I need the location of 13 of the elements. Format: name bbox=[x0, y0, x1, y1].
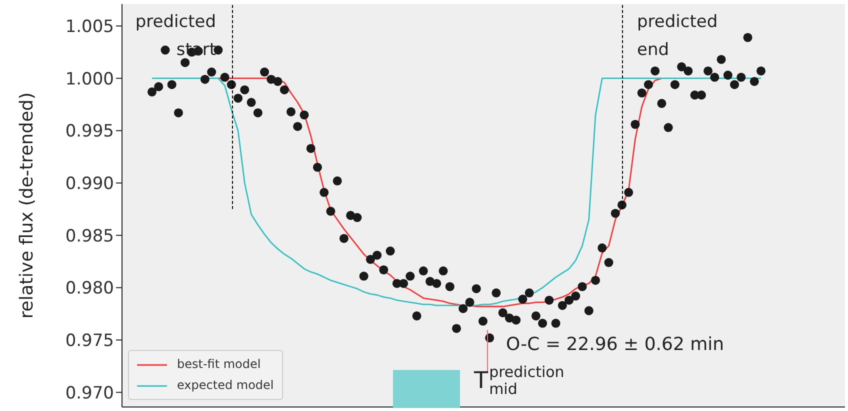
annotation: predicted end bbox=[637, 11, 718, 62]
legend-label: expected model bbox=[177, 377, 274, 394]
y-tick-label: 0.975 bbox=[65, 331, 114, 352]
y-tick-label: 0.990 bbox=[65, 174, 114, 194]
y-tick-label: 1.000 bbox=[65, 69, 114, 90]
y-axis-title: relative flux (de-trended) bbox=[16, 92, 38, 319]
y-tick-label: 0.985 bbox=[65, 226, 114, 246]
y-tick-label: 0.995 bbox=[65, 122, 114, 142]
y-tick-label: 0.970 bbox=[65, 383, 114, 404]
y-tick-label: 0.980 bbox=[65, 278, 114, 299]
y-tick-label: 1.005 bbox=[65, 17, 114, 38]
annotation: O-C = 22.96 ± 0.62 min bbox=[506, 334, 724, 355]
legend-label: best-fit model bbox=[177, 356, 261, 373]
